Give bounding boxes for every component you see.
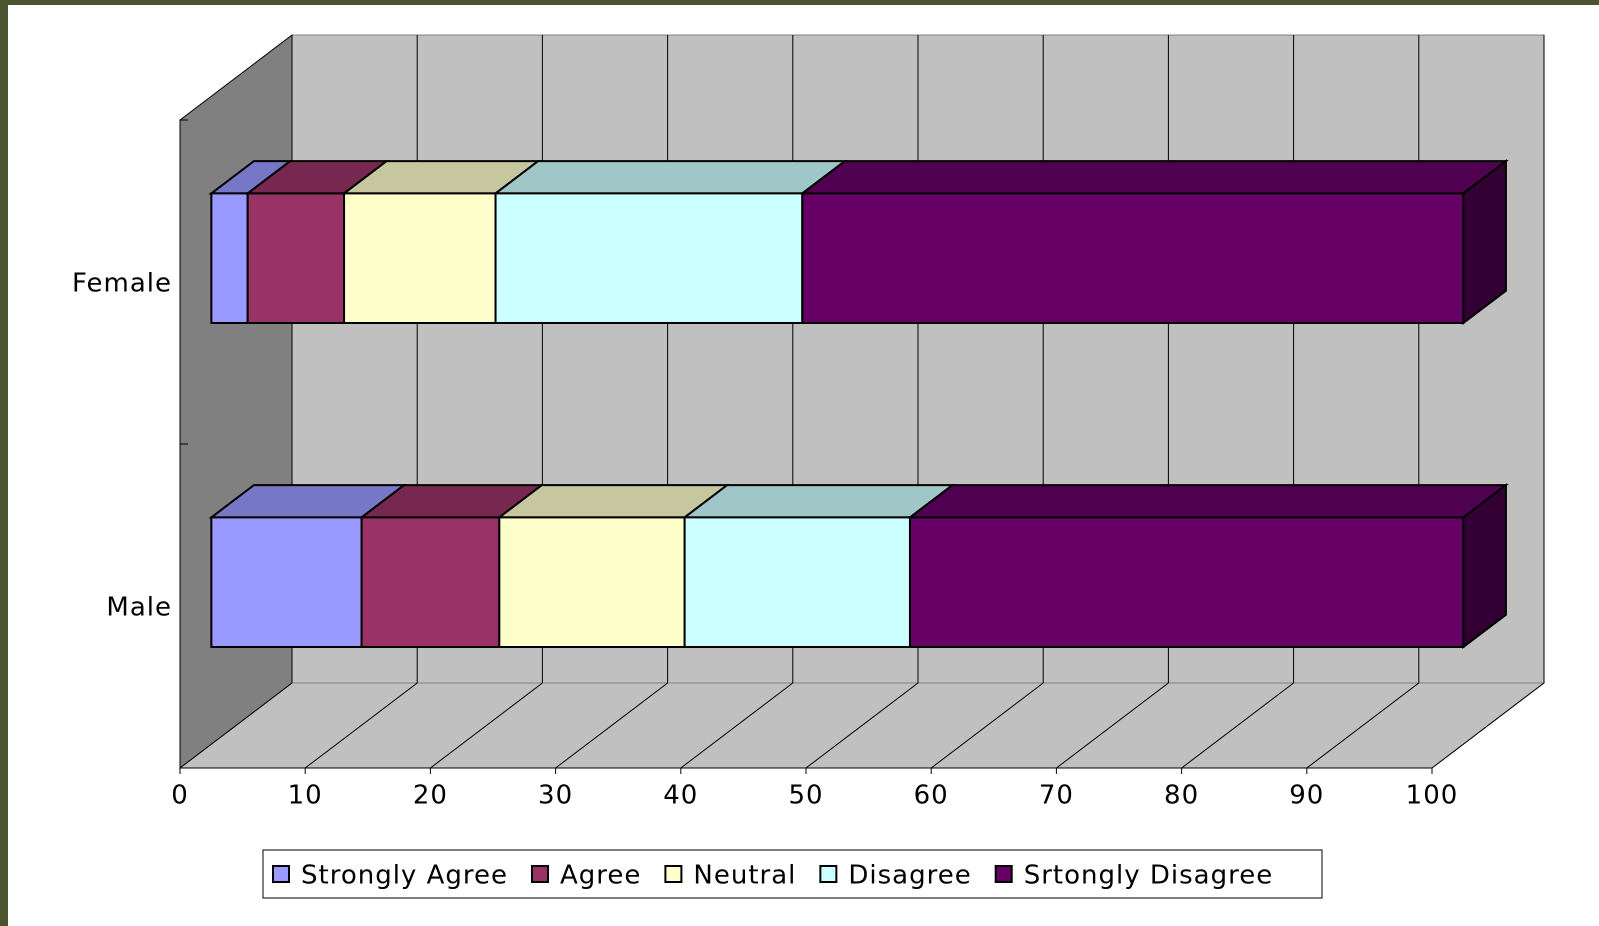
- legend-swatch: [272, 865, 290, 883]
- bar: [498, 516, 686, 649]
- legend-box: [262, 849, 1323, 899]
- bar-top: [681, 484, 956, 519]
- x-tick-label: 40: [663, 781, 698, 811]
- x-tick-label: 70: [1039, 781, 1074, 811]
- grid-line: [304, 682, 418, 769]
- legend-swatch: [994, 865, 1013, 883]
- grid-line: [1306, 682, 1420, 769]
- legend-swatch: [530, 865, 549, 883]
- bar: [801, 192, 1465, 324]
- x-tick-label: 60: [914, 781, 949, 811]
- legend-swatch: [819, 865, 838, 883]
- bar: [210, 516, 363, 649]
- bar: [246, 192, 346, 324]
- x-tick-label: 30: [538, 781, 573, 811]
- grid-line: [430, 682, 543, 769]
- bar: [683, 516, 911, 649]
- grid-line: [1431, 682, 1545, 769]
- x-tick-label: 20: [413, 781, 448, 811]
- chart: 0 10 20 30 40 50 60 70 80 90 100 Female Male Strongl…: [8, 5, 1599, 926]
- legend-label: Disagree: [848, 861, 971, 891]
- grid-line: [555, 682, 668, 769]
- bar-end: [1462, 483, 1507, 650]
- side-wall: [179, 33, 293, 770]
- legend-label: Neutral: [693, 861, 796, 891]
- legend: Strongly Agree Agree Neutral Disagree Srtong…: [262, 849, 1323, 899]
- x-tick-label: 50: [788, 781, 823, 811]
- legend-swatch: [664, 865, 683, 883]
- bar: [908, 516, 1465, 649]
- grid-line: [179, 682, 293, 769]
- bar-top: [492, 160, 848, 195]
- x-tick-label: 0: [171, 781, 189, 811]
- bar-top: [907, 484, 1509, 519]
- x-tick-label: 90: [1289, 781, 1324, 811]
- legend-label: Srtongly Disagree: [1024, 861, 1274, 891]
- y-tick-label: Male: [106, 593, 172, 623]
- x-tick-label: 10: [288, 781, 323, 811]
- bar: [343, 192, 497, 324]
- bar-end: [1462, 159, 1507, 326]
- grid-line: [805, 682, 919, 769]
- bar: [210, 192, 249, 324]
- x-tick-label: 100: [1406, 781, 1459, 811]
- grid-line: [1181, 682, 1294, 769]
- bar: [494, 192, 804, 324]
- bar-top: [799, 160, 1509, 195]
- plot: 0 10 20 30 40 50 60 70 80 90 100 Female Male: [72, 33, 1546, 811]
- grid-line: [1056, 682, 1169, 769]
- x-tick-label: 80: [1164, 781, 1199, 811]
- legend-label: Strongly Agree: [301, 861, 508, 891]
- bar: [360, 516, 501, 649]
- grid-line: [680, 682, 794, 769]
- legend-label: Agree: [560, 861, 641, 891]
- grid-line: [930, 682, 1044, 769]
- y-tick-label: Female: [72, 269, 172, 299]
